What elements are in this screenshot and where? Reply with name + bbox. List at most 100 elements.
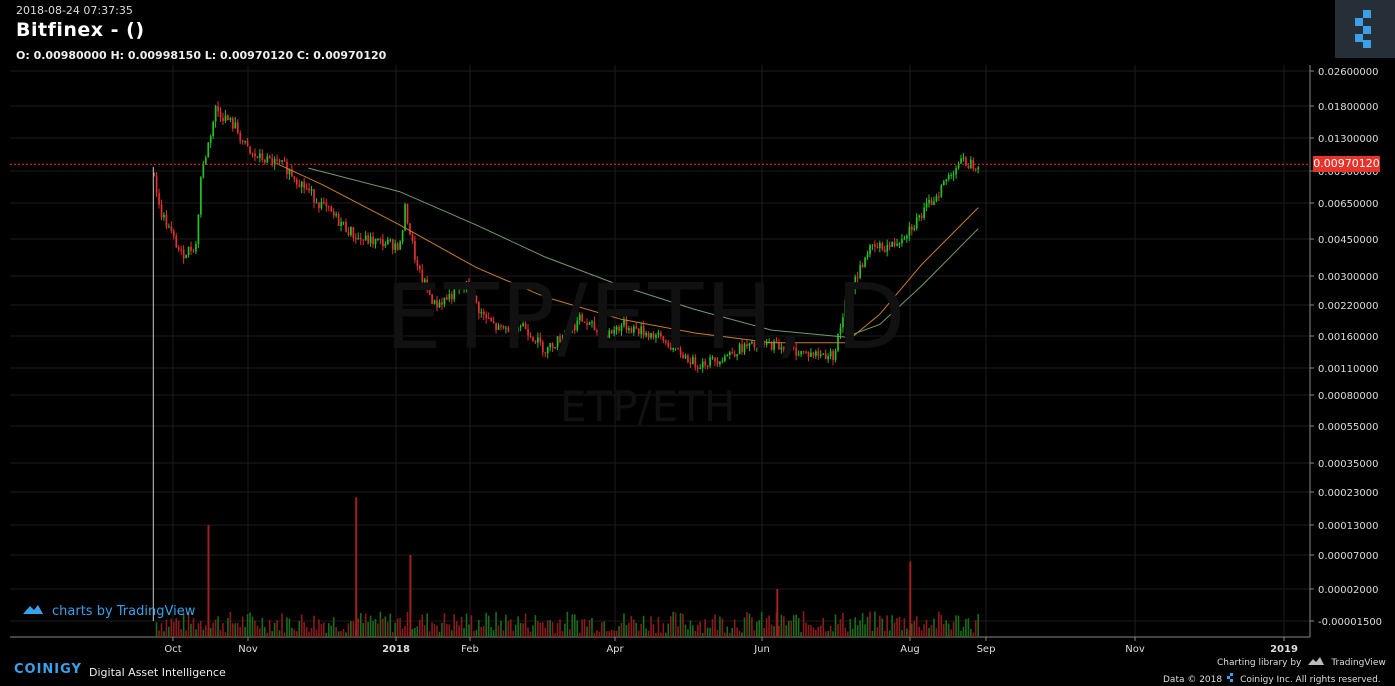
volume-bar (650, 616, 652, 637)
candle-body (172, 230, 175, 236)
volume-bar (468, 624, 470, 637)
volume-bar (923, 624, 925, 637)
candle-body (610, 330, 613, 334)
candle-body (180, 249, 183, 251)
candle-body (908, 226, 911, 236)
volume-bar (967, 618, 970, 637)
volume-bar (192, 618, 195, 637)
candle-body (202, 163, 205, 178)
candle-body (367, 235, 370, 244)
candle-body (795, 347, 798, 356)
x-tick-label: Jun (753, 644, 770, 655)
candle-body (881, 243, 884, 250)
volume-bar (773, 626, 775, 637)
volume-bar (810, 625, 812, 637)
candle-body (940, 185, 943, 197)
volume-bar (377, 623, 379, 637)
candle-body (573, 324, 576, 331)
volume-bar (660, 632, 662, 637)
header-timestamp: 2018-08-24 07:37:35 (16, 4, 133, 17)
candle-body (273, 159, 276, 165)
y-tick-label: 0.00007000 (1318, 551, 1378, 562)
volume-bar (505, 614, 507, 637)
volume-bar (716, 630, 719, 637)
candle-body (802, 351, 805, 353)
volume-bar (446, 624, 448, 637)
volume-bar (760, 611, 763, 637)
volume-bar (332, 617, 335, 637)
volume-bar (952, 621, 955, 637)
volume-bar (406, 611, 409, 637)
volume-bar (733, 619, 736, 637)
volume-bar (315, 629, 318, 637)
volume-bar (608, 631, 611, 637)
candle-body (502, 325, 505, 328)
volume-bar (320, 624, 323, 637)
candle-body (790, 346, 793, 348)
volume-bar (229, 611, 232, 637)
candle-body (679, 348, 682, 355)
volume-bar (724, 632, 726, 637)
volume-bar (694, 630, 697, 637)
coinigy-logo-icon[interactable] (1335, 0, 1395, 58)
tradingview-badge[interactable]: charts by TradingView (22, 603, 195, 619)
candle-body (377, 238, 379, 240)
candle-body (879, 243, 881, 249)
candle-body (441, 302, 443, 305)
volume-bar (741, 632, 743, 637)
volume-bar (815, 629, 817, 637)
volume-bar (970, 628, 972, 637)
volume-bar (687, 629, 689, 637)
volume-bar (278, 630, 281, 637)
watermark-pair-small: ETP/ETH (560, 382, 736, 431)
volume-bar (628, 622, 630, 637)
volume-bar (731, 628, 734, 637)
volume-bar (960, 630, 962, 637)
volume-bar (901, 630, 903, 637)
volume-bar (529, 631, 532, 637)
candle-body (938, 196, 940, 198)
candle-body (620, 325, 623, 331)
y-tick-label: 0.00300000 (1318, 272, 1378, 283)
candle-body (859, 264, 862, 278)
volume-bar (197, 623, 200, 637)
volume-bar (195, 629, 197, 637)
volume-bar (662, 623, 665, 637)
candle-body (544, 352, 547, 354)
coinigy-logo-icon (1226, 673, 1236, 686)
volume-bar (485, 612, 488, 637)
candle-body (942, 181, 945, 186)
footer-charting-library[interactable]: Charting library by TradingView (1217, 656, 1386, 669)
candle-body (534, 341, 537, 343)
candle-body (854, 276, 857, 290)
volume-bar (709, 627, 711, 637)
candle-body (586, 322, 588, 325)
candle-body (588, 322, 591, 325)
volume-bar (588, 619, 591, 637)
x-tick-label: Nov (238, 644, 258, 655)
candle-body (559, 336, 561, 343)
volume-bar (561, 631, 564, 637)
volume-bar (756, 621, 758, 637)
candle-body (935, 196, 938, 202)
volume-bar (876, 627, 879, 637)
candle-body (637, 328, 640, 335)
candle-body (687, 355, 689, 363)
x-tick-label: 2019 (1270, 644, 1298, 655)
y-tick-label: 0.00900000 (1318, 167, 1378, 178)
candle-body (578, 314, 581, 321)
candle-body (197, 214, 200, 245)
x-tick-label: Sep (977, 644, 996, 655)
volume-bar (896, 618, 898, 637)
y-tick-label: 0.00035000 (1318, 459, 1378, 470)
volume-bar (874, 611, 876, 637)
candle-body (487, 317, 490, 319)
volume-bar (955, 615, 957, 637)
y-tick-label: -0.00001500 (1318, 617, 1382, 628)
volume-bar (689, 620, 692, 637)
volume-bar (295, 631, 298, 637)
volume-bar (155, 622, 158, 637)
candle-body (539, 337, 542, 343)
volume-bar (783, 616, 785, 637)
